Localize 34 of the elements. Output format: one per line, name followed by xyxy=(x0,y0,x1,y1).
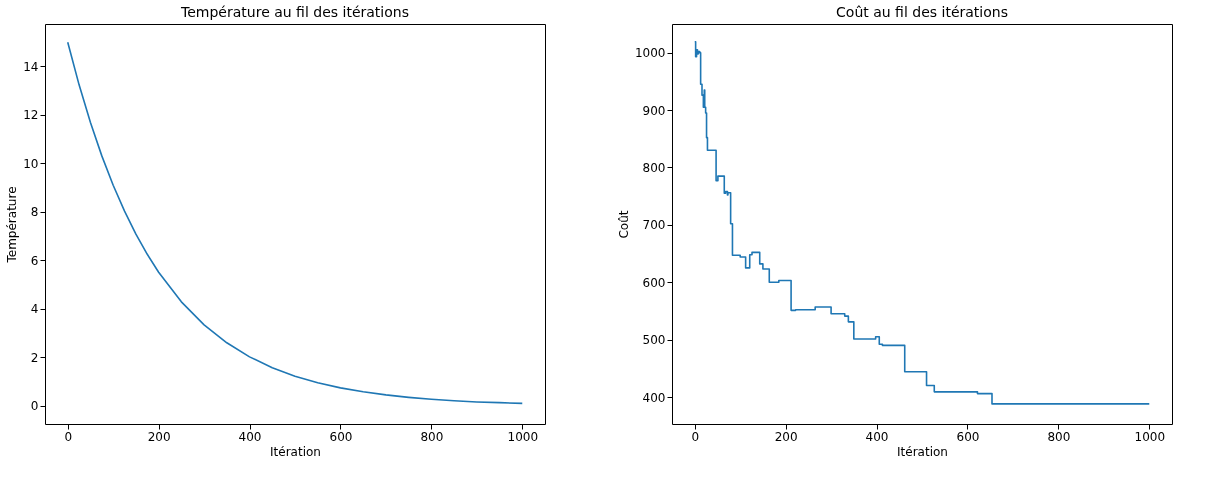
y-tick-label: 10 xyxy=(23,156,39,171)
x-tick-label: 200 xyxy=(147,429,171,444)
y-tick-label: 500 xyxy=(642,333,666,348)
x-tick-label: 800 xyxy=(1047,429,1071,444)
y-tick-label: 6 xyxy=(30,253,39,268)
y-tick-label: 8 xyxy=(30,205,39,220)
y-axis-title: Coût xyxy=(616,210,631,239)
x-tick-label: 0 xyxy=(64,429,73,444)
x-tick-label: 400 xyxy=(865,429,889,444)
line-series xyxy=(66,41,524,405)
y-tick-label: 12 xyxy=(23,108,39,123)
x-axis-title: Itération xyxy=(270,444,321,459)
x-tick-label: 0 xyxy=(691,429,700,444)
chart-title: Coût au fil des itérations xyxy=(836,4,1008,20)
x-tick-label: 600 xyxy=(956,429,980,444)
y-tick-label: 1000 xyxy=(634,46,666,61)
y-tick-label: 900 xyxy=(642,103,666,118)
y-tick-label: 400 xyxy=(642,390,666,405)
y-tick-label: 0 xyxy=(30,399,39,414)
y-axis-title: Température xyxy=(5,186,20,264)
chart-title: Température au fil des itérations xyxy=(180,4,409,20)
x-tick-label: 1000 xyxy=(507,429,539,444)
x-tick-label: 800 xyxy=(420,429,444,444)
x-tick-label: 600 xyxy=(329,429,353,444)
y-tick-label: 600 xyxy=(642,275,666,290)
x-tick-label: 400 xyxy=(238,429,262,444)
x-tick-label: 200 xyxy=(774,429,798,444)
x-axis-title: Itération xyxy=(897,444,948,459)
y-tick-label: 4 xyxy=(30,302,39,317)
y-tick-label: 700 xyxy=(642,218,666,233)
y-tick-label: 2 xyxy=(30,350,39,365)
y-tick-label: 800 xyxy=(642,160,666,175)
y-tick-label: 14 xyxy=(23,59,39,74)
x-tick-label: 1000 xyxy=(1134,429,1166,444)
